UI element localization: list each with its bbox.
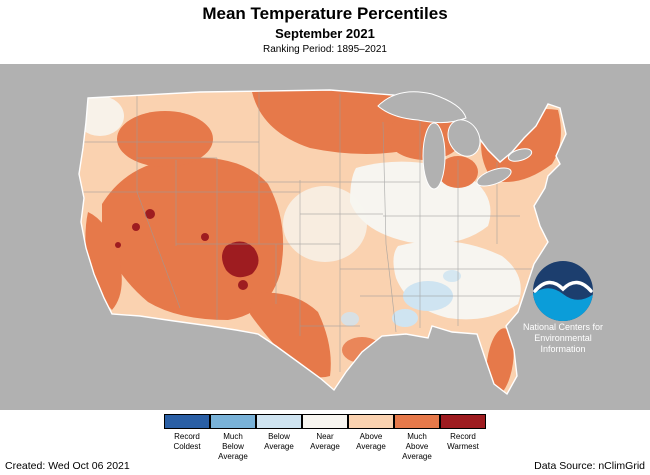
ranking-period: Ranking Period: 1895–2021 (263, 44, 387, 55)
regions-record-warmest (115, 209, 259, 290)
svg-text:National Centers for: National Centers for (523, 322, 603, 332)
legend-label: Record Coldest (173, 432, 201, 451)
legend-swatch-much-below-average (210, 414, 256, 429)
svg-text:Environmental: Environmental (534, 333, 592, 343)
legend-swatch-near-average (302, 414, 348, 429)
legend-item: Above Average (348, 414, 394, 462)
gull-icon (533, 280, 593, 293)
header: Mean Temperature Percentiles September 2… (0, 0, 650, 64)
us-percentile-map: National Centers for Environmental Infor… (0, 64, 650, 410)
legend-swatch-much-above-average (394, 414, 440, 429)
legend-swatch-record-warmest (440, 414, 486, 429)
legend-item: Below Average (256, 414, 302, 462)
legend-item: Much Below Average (210, 414, 256, 462)
legend-swatch-above-average (348, 414, 394, 429)
noaa-logo (533, 261, 593, 321)
noaa-caption: National Centers for Environmental Infor… (523, 322, 603, 354)
page-subtitle: September 2021 (275, 26, 375, 41)
legend-label: Record Warmest (447, 432, 479, 451)
map-area: National Centers for Environmental Infor… (0, 64, 650, 410)
legend-item: Record Coldest (164, 414, 210, 462)
svg-text:Information: Information (540, 344, 585, 354)
legend-swatch-record-coldest (164, 414, 210, 429)
legend-label: Near Average (310, 432, 340, 451)
legend-label: Below Average (264, 432, 294, 451)
legend-item: Near Average (302, 414, 348, 462)
legend-swatch-below-average (256, 414, 302, 429)
great-lakes (377, 91, 533, 190)
data-source: Data Source: nClimGrid (534, 460, 645, 472)
legend-label: Much Above Average (402, 432, 432, 461)
page-title: Mean Temperature Percentiles (202, 4, 448, 23)
legend-label: Much Below Average (218, 432, 248, 461)
created-date: Created: Wed Oct 06 2021 (5, 460, 130, 472)
legend-item: Much Above Average (394, 414, 440, 462)
legend-label: Above Average (356, 432, 386, 451)
legend: Record Coldest Much Below Average Below … (0, 414, 650, 462)
legend-item: Record Warmest (440, 414, 486, 462)
state-borders (80, 92, 540, 372)
